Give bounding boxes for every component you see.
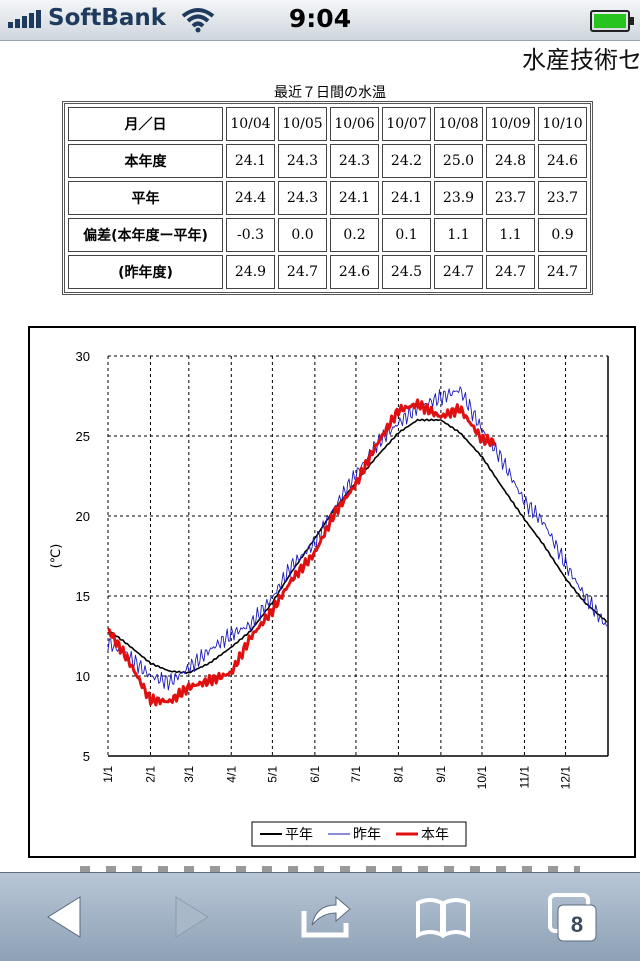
tabs-icon[interactable]: 8 [538, 887, 608, 947]
legend-box [251, 821, 467, 847]
table-row: 平年 24.4 24.3 24.1 24.1 23.9 23.7 23.7 [68, 181, 587, 215]
value-cell: 24.1 [382, 181, 431, 215]
value-cell: 24.7 [538, 255, 587, 289]
signal-strength-icon [8, 10, 41, 28]
value-cell: 24.6 [330, 255, 379, 289]
x-tick-label: 12/1 [559, 766, 573, 790]
site-title: 水産技術セ [522, 46, 640, 74]
value-cell: 24.7 [278, 255, 327, 289]
value-cell: 25.0 [434, 144, 483, 178]
row-label: 平年 [68, 181, 223, 215]
table-row: 月／日 10/04 10/05 10/06 10/07 10/08 10/09 … [68, 107, 587, 141]
value-cell: -0.3 [226, 218, 275, 252]
battery-icon [590, 10, 634, 32]
table-row: 偏差(本年度ー平年) -0.3 0.0 0.2 0.1 1.1 1.1 0.9 [68, 218, 587, 252]
y-tick-label: 15 [76, 589, 90, 604]
water-temp-table: 月／日 10/04 10/05 10/06 10/07 10/08 10/09 … [62, 101, 593, 295]
row-label: (昨年度) [68, 255, 223, 289]
x-tick-label: 7/1 [349, 766, 363, 783]
date-cell: 10/06 [330, 107, 379, 141]
value-cell: 24.9 [226, 255, 275, 289]
browser-toolbar: 8 [0, 872, 640, 961]
value-cell: 24.6 [538, 144, 587, 178]
x-tick-label: 9/1 [434, 766, 448, 783]
series-line-this-year [107, 398, 496, 707]
date-cell: 10/09 [486, 107, 535, 141]
forward-icon[interactable] [156, 887, 226, 947]
value-cell: 24.3 [330, 144, 379, 178]
wifi-icon [181, 8, 215, 33]
legend-label: 平年 [285, 827, 313, 843]
svg-text:8: 8 [571, 912, 583, 937]
value-cell: 23.9 [434, 181, 483, 215]
value-cell: 24.2 [382, 144, 431, 178]
series-line-normal [107, 418, 608, 675]
value-cell: 24.1 [226, 144, 275, 178]
x-tick-label: 6/1 [308, 766, 322, 783]
value-cell: 24.4 [226, 181, 275, 215]
table-caption: 最近７日間の水温 [274, 85, 386, 101]
x-tick-label: 3/1 [182, 766, 196, 783]
clipped-text-line [80, 866, 580, 876]
status-bar: SoftBank 9:04 [0, 0, 640, 41]
x-tick-label: 4/1 [224, 766, 238, 783]
value-cell: 24.7 [486, 255, 535, 289]
back-icon[interactable] [30, 887, 100, 947]
table-row: (昨年度) 24.9 24.7 24.6 24.5 24.7 24.7 24.7 [68, 255, 587, 289]
carrier-name: SoftBank [48, 5, 167, 31]
share-icon[interactable] [290, 887, 360, 947]
value-cell: 24.3 [278, 144, 327, 178]
x-tick-label: 11/1 [517, 766, 531, 789]
x-tick-label: 8/1 [391, 766, 405, 783]
date-cell: 10/08 [434, 107, 483, 141]
date-cell: 10/10 [538, 107, 587, 141]
bookmarks-icon[interactable] [408, 887, 478, 947]
clock: 9:04 [288, 4, 352, 33]
x-tick-label: 2/1 [143, 766, 157, 783]
y-axis-label: (℃) [49, 544, 64, 569]
value-cell: 24.3 [278, 181, 327, 215]
water-temp-chart: 5 10 15 20 25 30 1/1 2/1 3/1 4/1 5/1 6/1 7/1 8/1 9/1 10… [28, 326, 636, 858]
row-label: 本年度 [68, 144, 223, 178]
date-cell: 10/04 [226, 107, 275, 141]
header-label: 月／日 [68, 107, 223, 141]
value-cell: 0.9 [538, 218, 587, 252]
y-tick-label: 20 [76, 509, 90, 524]
value-cell: 24.8 [486, 144, 535, 178]
y-tick-label: 5 [83, 749, 90, 764]
row-label: 偏差(本年度ー平年) [68, 218, 223, 252]
date-cell: 10/07 [382, 107, 431, 141]
legend-label: 本年 [421, 827, 449, 843]
value-cell: 24.7 [434, 255, 483, 289]
table-row: 本年度 24.1 24.3 24.3 24.2 25.0 24.8 24.6 [68, 144, 587, 178]
y-tick-label: 25 [76, 429, 90, 444]
y-tick-label: 10 [76, 669, 90, 684]
value-cell: 24.1 [330, 181, 379, 215]
value-cell: 24.5 [382, 255, 431, 289]
value-cell: 0.2 [330, 218, 379, 252]
value-cell: 0.0 [278, 218, 327, 252]
value-cell: 23.7 [538, 181, 587, 215]
x-tick-label: 5/1 [265, 766, 279, 783]
value-cell: 1.1 [486, 218, 535, 252]
date-cell: 10/05 [278, 107, 327, 141]
value-cell: 1.1 [434, 218, 483, 252]
legend-label: 昨年 [353, 827, 381, 843]
y-tick-label: 30 [76, 349, 90, 364]
series-line-last-year [107, 386, 608, 691]
x-tick-label: 10/1 [475, 766, 489, 790]
chart-svg: 5 10 15 20 25 30 1/1 2/1 3/1 4/1 5/1 6/1 7/1 8/1 9/1 10… [49, 349, 609, 847]
x-tick-label: 1/1 [101, 766, 115, 783]
value-cell: 23.7 [486, 181, 535, 215]
value-cell: 0.1 [382, 218, 431, 252]
